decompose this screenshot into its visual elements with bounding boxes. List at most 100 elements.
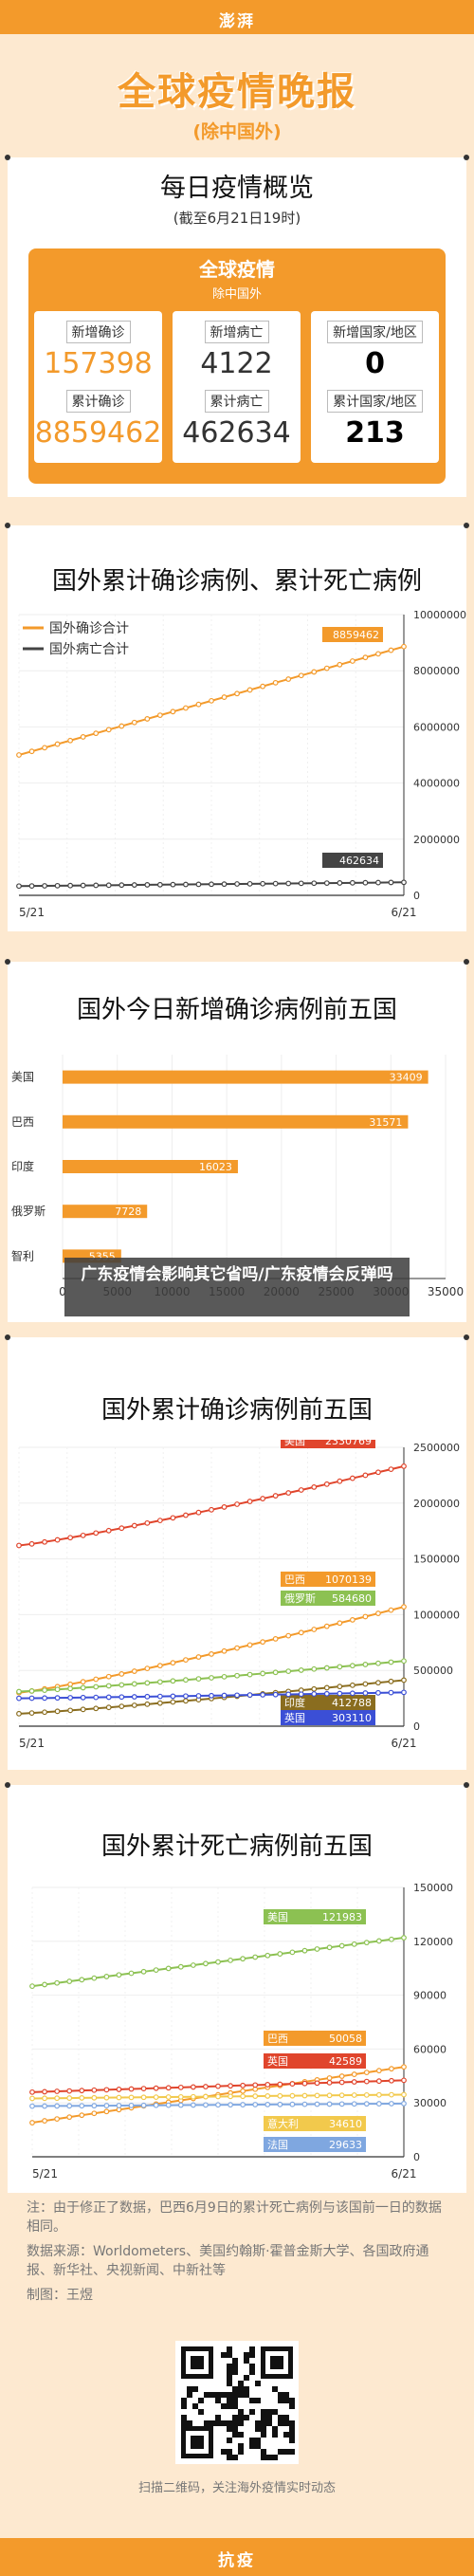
data-point <box>401 1677 407 1684</box>
stat-value: 462634 <box>182 416 291 450</box>
series-name-label: 印度 <box>284 1696 305 1709</box>
data-point <box>388 879 394 886</box>
qr-module <box>210 2420 215 2426</box>
y-tick-label: 60000 <box>413 2043 447 2055</box>
qr-module <box>249 2352 255 2358</box>
data-point <box>28 1687 35 1694</box>
data-point <box>91 2094 98 2101</box>
data-point <box>362 1681 369 1687</box>
data-point <box>42 2118 47 2124</box>
footer-label: 抗疫 <box>218 2551 256 2570</box>
data-point <box>29 1983 35 1990</box>
data-point <box>337 1684 343 1690</box>
data-point <box>170 1693 176 1700</box>
category-label: 智利 <box>11 1248 34 1262</box>
qr-module <box>255 2443 261 2449</box>
data-point <box>221 1504 228 1510</box>
data-point <box>289 1949 296 1956</box>
data-point <box>103 2108 110 2115</box>
end-label-box <box>281 1591 375 1606</box>
qr-module <box>238 2409 244 2415</box>
end-label-box <box>264 2053 366 2069</box>
data-point <box>91 2103 98 2109</box>
qr-module <box>244 2358 249 2364</box>
data-point <box>272 1669 279 1676</box>
data-point <box>170 1699 176 1705</box>
data-point <box>195 1676 202 1682</box>
end-label: 美国 2330769 <box>281 1440 375 1448</box>
qr-module <box>255 2420 261 2426</box>
data-point <box>93 1705 100 1712</box>
qr-module <box>238 2432 244 2438</box>
data-point <box>389 2101 394 2107</box>
qr-module <box>204 2392 210 2398</box>
end-value-label: 121983 <box>322 1911 362 1923</box>
end-label-box <box>281 1695 375 1710</box>
data-point <box>298 1691 304 1698</box>
hero-title: 全球疫情晚报 <box>118 70 356 114</box>
qr-code[interactable] <box>175 2341 299 2464</box>
data-point <box>28 1695 35 1702</box>
qr-module <box>249 2364 255 2369</box>
data-point <box>298 1487 304 1493</box>
data-point <box>144 716 151 722</box>
y-tick-label: 500000 <box>413 1665 453 1677</box>
data-point <box>153 2094 159 2101</box>
data-point <box>177 2102 184 2108</box>
data-point <box>183 1657 189 1664</box>
data-point <box>314 2101 320 2107</box>
qr-module <box>221 2392 227 2398</box>
data-point <box>183 1677 189 1684</box>
data-point <box>323 1665 330 1671</box>
data-point <box>228 2093 233 2100</box>
data-point <box>311 1665 318 1672</box>
panel-dot <box>5 1782 10 1788</box>
data-point <box>221 881 228 888</box>
qr-code-image <box>175 2341 299 2464</box>
data-point <box>190 2084 196 2090</box>
data-point <box>298 672 304 679</box>
end-label-box <box>264 1909 366 1924</box>
y-tick-label: 8000000 <box>413 665 460 677</box>
data-point <box>389 2066 394 2072</box>
end-label: 英国 303110 <box>281 1710 375 1725</box>
x-tick-label: 5/21 <box>19 1737 45 1750</box>
qr-module <box>227 2426 232 2432</box>
data-point <box>337 880 343 886</box>
data-point <box>277 1951 283 1957</box>
qr-module <box>221 2352 227 2358</box>
data-point <box>144 1693 151 1700</box>
data-point <box>285 1632 292 1639</box>
end-value-label: 462634 <box>339 855 379 867</box>
qr-module <box>227 2398 232 2403</box>
data-point <box>326 2079 333 2086</box>
qr-module <box>238 2392 244 2398</box>
qr-module <box>238 2420 244 2426</box>
data-point <box>80 1532 86 1538</box>
qr-module <box>232 2392 238 2398</box>
end-label-box <box>264 2031 366 2046</box>
legend-label: 国外确诊合计 <box>49 621 129 636</box>
data-point <box>16 1710 22 1717</box>
data-point <box>93 1684 100 1690</box>
data-point <box>144 1680 151 1686</box>
overview-panel: 每日疫情概览 (截至6月21日19时) 全球疫情 除中国外 新增确诊 15739… <box>5 155 469 497</box>
data-point <box>170 708 176 715</box>
data-point <box>388 1466 394 1472</box>
data-point <box>301 2092 308 2099</box>
x-tick-label: 0 <box>59 1285 66 1298</box>
data-point <box>260 683 266 690</box>
legend-label: 国外病亡合计 <box>49 642 129 657</box>
data-point <box>128 2094 135 2101</box>
data-point <box>165 2102 172 2108</box>
data-point <box>54 2095 61 2102</box>
data-point <box>144 882 151 888</box>
data-point <box>215 2102 221 2108</box>
data-point <box>323 1690 330 1697</box>
chart-panel-deaths-top5: 国外累计死亡病例前五国 0 30000 60000 90000 120000 150000… <box>5 1782 469 2193</box>
data-point <box>285 1490 292 1496</box>
qr-module <box>227 2346 232 2352</box>
data-point <box>260 1670 266 1677</box>
data-point <box>234 881 240 887</box>
overview-title: 每日疫情概览 <box>160 174 314 203</box>
